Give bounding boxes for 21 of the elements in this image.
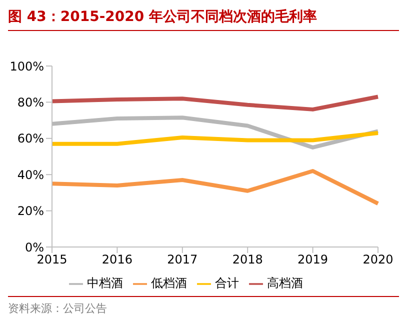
y-tick-label: 80% [17,95,44,110]
x-tick-label: 2017 [167,252,198,267]
y-tick-label: 60% [17,132,44,146]
text: 资料来源：公司公告 [8,301,108,316]
x-tick-label: 2020 [362,252,394,267]
y-tick-label: 40% [17,168,44,182]
x-tick-label: 2019 [298,252,328,267]
line-series [50,94,380,112]
legend-label: 高档酒 [267,276,303,290]
x-tick-label: 2015 [36,252,68,267]
legend-label: 合计 [215,276,239,290]
line-series [50,130,380,146]
legend-label: 低档酒 [151,276,187,290]
line-series [50,168,380,206]
x-tick-label: 2016 [102,252,132,267]
legend-label: 中档酒 [87,276,123,290]
y-tick-label: 100% [10,59,44,74]
y-tick-label: 0% [24,240,44,254]
chart-title: 图 43：2015-2020 年公司不同档次酒的毛利率 [8,8,399,31]
y-tick-label: 20% [17,204,44,218]
x-tick-label: 2018 [232,252,263,267]
